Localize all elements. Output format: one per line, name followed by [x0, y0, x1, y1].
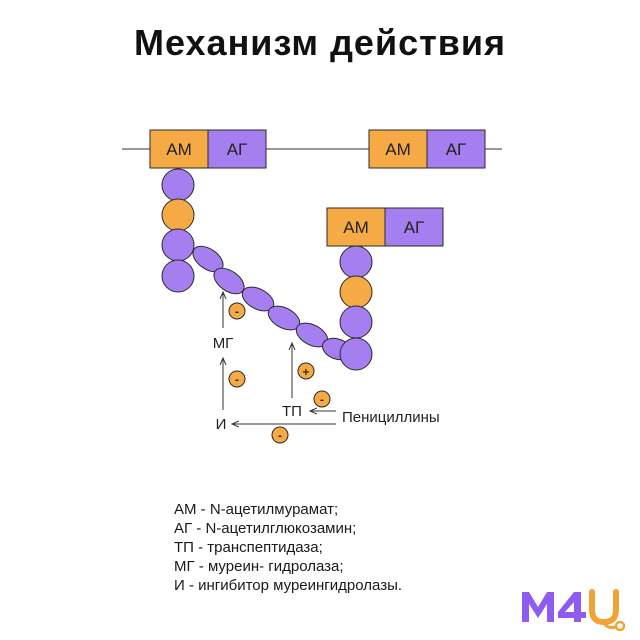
legend-item-mg: МГ - муреин- гидролаза; [174, 558, 344, 575]
legend-item-tp: ТП - транспептидаза; [174, 539, 323, 556]
stethoscope-tube [602, 620, 618, 629]
label-tp: ТП [282, 403, 302, 420]
legend-item-ag: АГ - N-ацетилглюкозамин; [174, 520, 357, 537]
label-i: И [216, 416, 227, 433]
effect-sign-minus: - [228, 302, 246, 320]
logo-letter-u [589, 589, 619, 626]
effect-sign-minus: - [271, 426, 289, 444]
peptide-stem-left [161, 168, 195, 293]
amino-acid-orange [161, 198, 195, 232]
ag-label: АГ [227, 140, 248, 159]
effect-sign-minus: - [313, 390, 331, 408]
minus-sign: - [320, 395, 324, 406]
effect-sign-plus: + [297, 362, 315, 380]
plus-sign: + [302, 367, 310, 378]
minus-sign: - [235, 307, 239, 318]
label-mg: МГ [213, 335, 234, 352]
glycan-unit-middle: АМ АГ [326, 207, 444, 247]
ag-label: АГ [446, 140, 467, 159]
legend-item-i: И - ингибитор муреингидролазы. [174, 577, 403, 594]
peptide-bridge [192, 245, 353, 361]
legend-item-am: АМ - N-ацетилмурамат; [174, 501, 339, 518]
ag-block [207, 129, 267, 169]
glycan-unit-left: АМ АГ [149, 129, 267, 169]
label-penicillins: Пенициллины [342, 409, 440, 426]
logo-digit-4 [558, 592, 586, 622]
amino-acid-purple [161, 259, 195, 293]
logo-letter-m [522, 592, 554, 622]
legend: АМ - N-ацетилмурамат; АГ - N-ацетилглюко… [174, 500, 402, 595]
am-label: АМ [385, 140, 411, 159]
am-block [149, 129, 209, 169]
minus-sign: - [235, 375, 239, 386]
amino-acid-orange [339, 275, 373, 309]
minus-sign: - [278, 431, 282, 442]
am-label: АМ [166, 140, 192, 159]
amino-acid-purple [339, 245, 373, 279]
am-label: АМ [343, 218, 369, 237]
page-title: Механизм действия [133, 22, 506, 63]
peptide-stem-right [339, 245, 373, 371]
am-block [368, 129, 428, 169]
ag-block [426, 129, 486, 169]
glycan-unit-right: АМ АГ [368, 129, 486, 169]
am-block [326, 207, 386, 247]
amino-acid-purple [161, 168, 195, 202]
stethoscope-icon [614, 620, 626, 632]
amino-acid-purple [161, 228, 195, 262]
effect-sign-minus: - [228, 370, 246, 388]
ag-label: АГ [404, 218, 425, 237]
amino-acid-purple [339, 305, 373, 339]
m4u-logo [522, 589, 626, 632]
amino-acid-purple [339, 337, 373, 371]
ag-block [384, 207, 444, 247]
